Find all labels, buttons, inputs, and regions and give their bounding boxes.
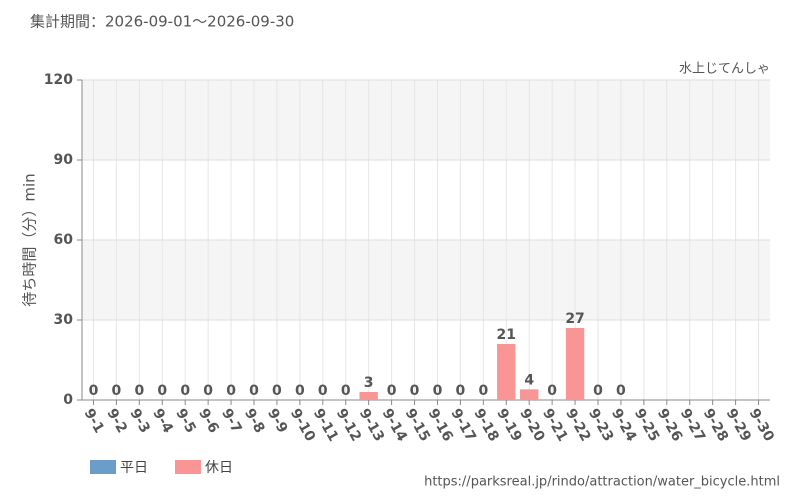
data-label: 0 bbox=[203, 383, 213, 399]
x-tick-label: 9-2 bbox=[103, 406, 130, 436]
data-label: 21 bbox=[497, 327, 516, 343]
y-tick-label: 90 bbox=[54, 152, 74, 168]
y-axis-label: 待ち時間（分）min bbox=[21, 173, 39, 306]
data-label: 0 bbox=[249, 383, 259, 399]
x-tick-label: 9-8 bbox=[241, 406, 268, 436]
data-label: 0 bbox=[341, 383, 351, 399]
period-header: 集計期間：2026-09-01～2026-09-30 bbox=[30, 13, 294, 31]
data-label: 0 bbox=[456, 383, 466, 399]
data-label: 0 bbox=[134, 383, 144, 399]
data-label: 0 bbox=[157, 383, 167, 399]
data-label: 0 bbox=[272, 383, 282, 399]
bar bbox=[497, 344, 516, 400]
bar bbox=[359, 392, 378, 400]
data-label: 0 bbox=[112, 383, 122, 399]
data-label: 0 bbox=[295, 383, 305, 399]
legend-swatch bbox=[175, 460, 201, 474]
x-tick-label: 9-4 bbox=[149, 406, 176, 436]
data-label: 0 bbox=[387, 383, 397, 399]
data-label: 3 bbox=[364, 375, 374, 391]
bar bbox=[520, 389, 539, 400]
data-label: 0 bbox=[410, 383, 420, 399]
data-label: 4 bbox=[524, 372, 534, 388]
x-tick-label: 9-3 bbox=[126, 406, 153, 436]
data-label: 0 bbox=[433, 383, 443, 399]
grid-band bbox=[82, 80, 770, 160]
data-label: 0 bbox=[616, 383, 626, 399]
legend-label: 平日 bbox=[120, 460, 148, 476]
x-tick-label: 9-9 bbox=[264, 406, 291, 436]
bar bbox=[565, 328, 585, 400]
data-label: 0 bbox=[478, 383, 488, 399]
x-tick-label: 9-5 bbox=[172, 406, 199, 436]
chart-title: 水上じてんしゃ bbox=[679, 62, 770, 77]
x-tick-label: 9-6 bbox=[195, 406, 222, 436]
data-label: 0 bbox=[226, 383, 236, 399]
source-url: https://parksreal.jp/rindo/attraction/wa… bbox=[424, 475, 780, 490]
data-label: 0 bbox=[89, 383, 99, 399]
data-label: 0 bbox=[180, 383, 190, 399]
data-label: 0 bbox=[318, 383, 328, 399]
y-tick-label: 30 bbox=[54, 312, 74, 328]
data-label: 0 bbox=[593, 383, 603, 399]
x-tick-label: 9-1 bbox=[81, 406, 108, 436]
y-tick-label: 60 bbox=[54, 232, 74, 248]
data-label: 0 bbox=[547, 383, 557, 399]
y-tick-label: 120 bbox=[44, 72, 73, 88]
y-tick-label: 0 bbox=[63, 392, 73, 408]
legend-swatch bbox=[90, 460, 116, 474]
grid-band bbox=[82, 240, 770, 320]
x-tick-label: 9-30 bbox=[746, 406, 778, 445]
data-label: 27 bbox=[565, 311, 584, 327]
x-tick-label: 9-7 bbox=[218, 406, 245, 436]
legend-label: 休日 bbox=[205, 460, 233, 476]
